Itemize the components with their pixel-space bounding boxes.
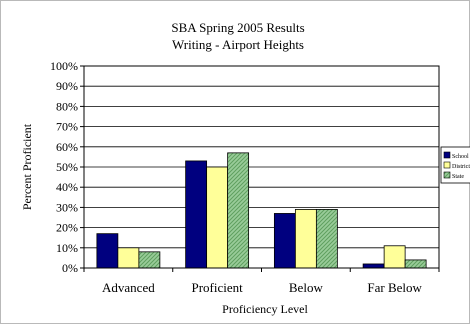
x-tick-label: Below (289, 280, 324, 295)
legend-label-school: School (452, 154, 469, 160)
bars (96, 152, 427, 269)
y-tick-label: 0% (62, 261, 78, 275)
chart-subtitle: Writing - Airport Heights (172, 37, 304, 52)
bar-school-proficient (185, 160, 208, 269)
bar-state-advanced (138, 251, 161, 269)
y-axis-label: Percent Proficient (20, 123, 34, 210)
y-tick-label: 90% (56, 79, 78, 93)
plot-area-border (83, 65, 440, 269)
x-tick-label: Advanced (102, 280, 155, 295)
legend-swatch-state (443, 171, 451, 179)
legend: School District State (440, 146, 470, 184)
bar-state-below (315, 209, 338, 269)
x-axis-ticks: Advanced Proficient Below Far Below (83, 268, 440, 295)
y-tick-label: 80% (56, 99, 78, 113)
y-tick-label: 40% (56, 180, 78, 194)
bar-district-proficient (206, 166, 229, 269)
x-tick-label: Far Below (367, 280, 422, 295)
legend-swatch-district (443, 161, 451, 169)
bar-state-far-below (404, 259, 427, 269)
legend-swatch-school (443, 151, 451, 159)
bar-school-far-below (362, 263, 385, 269)
y-tick-label: 30% (56, 200, 78, 214)
bar-district-advanced (117, 247, 140, 269)
y-tick-label: 50% (56, 160, 78, 174)
y-tick-label: 100% (50, 59, 78, 73)
legend-label-state: State (452, 174, 464, 180)
legend-label-district: District (452, 164, 470, 170)
chart-title: SBA Spring 2005 Results (171, 20, 304, 35)
x-axis-label: Proficiency Level (222, 302, 308, 316)
bar-district-far-below (383, 245, 406, 269)
y-tick-label: 10% (56, 241, 78, 255)
y-tick-label: 60% (56, 140, 78, 154)
y-axis-ticks: 0% 10% 20% 30% 40% 50% 60% 70% 80% 90% 100% (50, 59, 84, 275)
x-tick-label: Proficient (191, 280, 243, 295)
bar-school-advanced (96, 233, 119, 269)
bar-state-proficient (227, 152, 250, 269)
y-tick-label: 70% (56, 120, 78, 134)
y-tick-label: 20% (56, 221, 78, 235)
gridlines (84, 65, 439, 269)
bar-district-below (294, 209, 317, 269)
bar-school-below (273, 213, 296, 269)
